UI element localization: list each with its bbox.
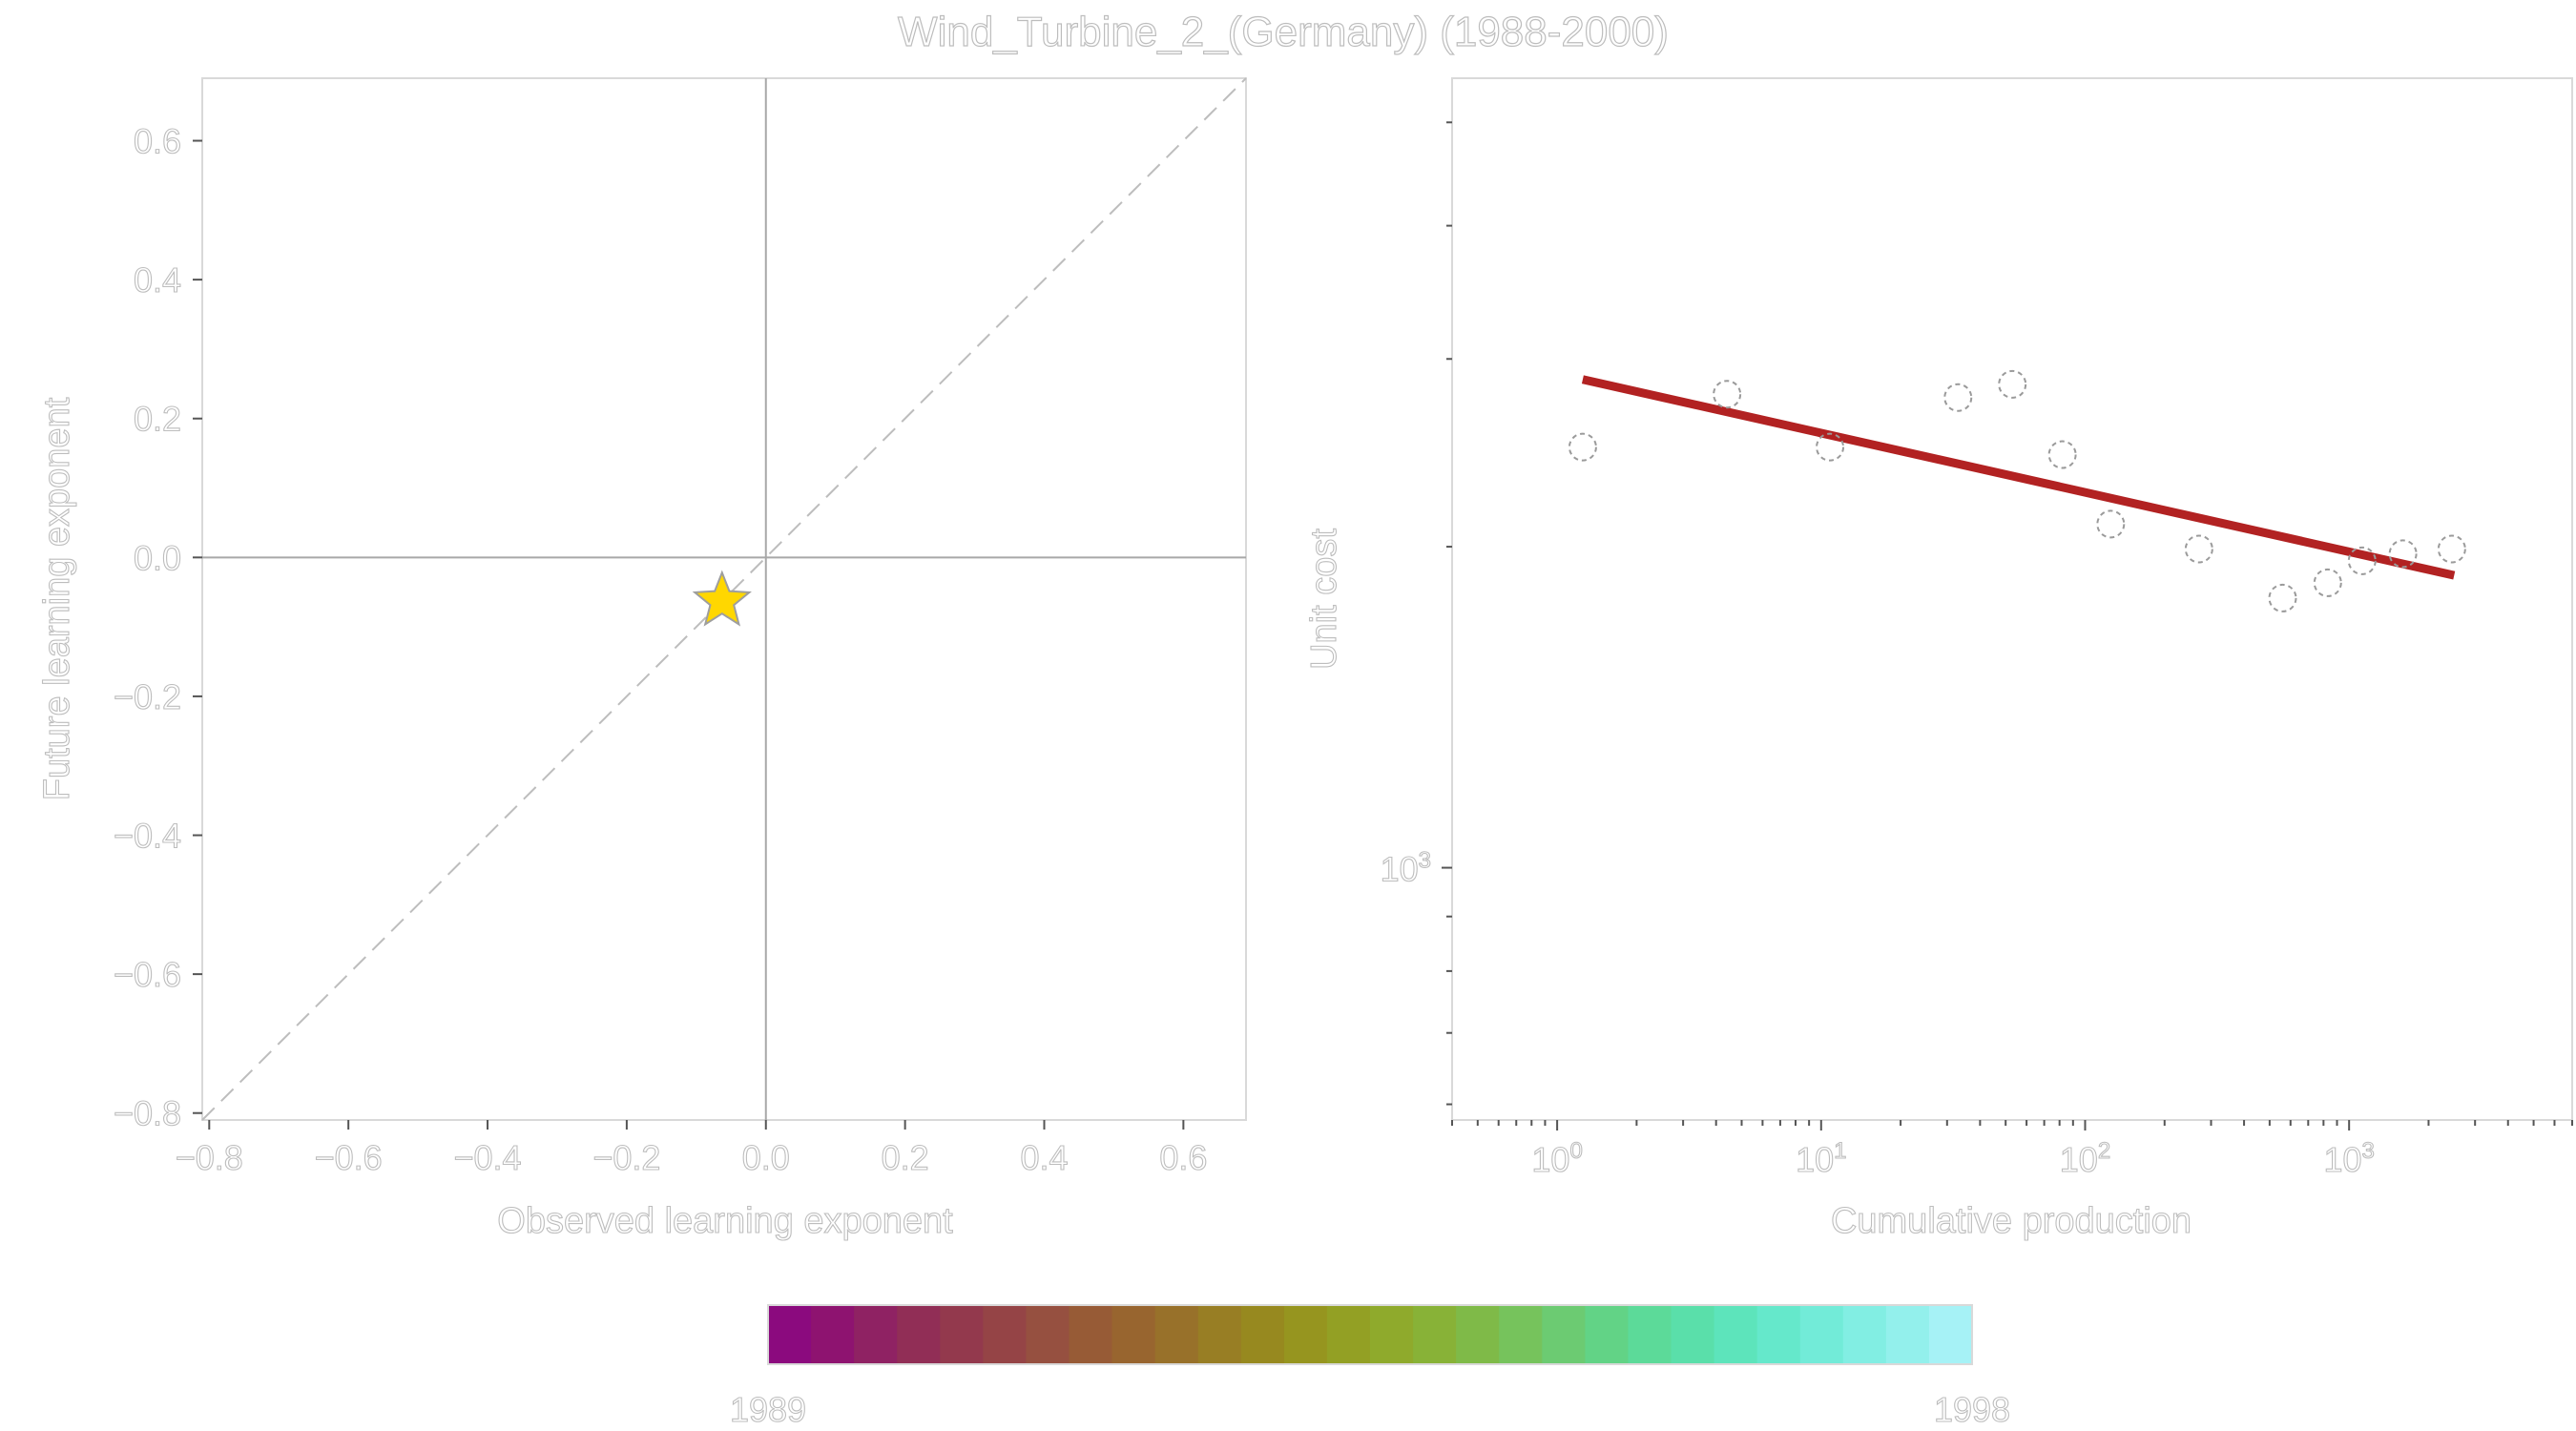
left-x-tick-label: 0.0 — [742, 1138, 790, 1177]
colorbar-swatch — [768, 1305, 812, 1364]
experience-curve-point — [2268, 583, 2297, 612]
right-y-axis-label: Unit cost — [1304, 529, 1344, 670]
colorbar-swatch — [1154, 1305, 1199, 1364]
colorbar-swatch — [1885, 1305, 1930, 1364]
right-x-tick-label: 103 — [2323, 1138, 2374, 1179]
left-y-tick-label: 0.4 — [134, 260, 181, 300]
colorbar-swatch — [1842, 1305, 1887, 1364]
left-x-tick-label: −0.2 — [592, 1138, 660, 1177]
figure-title: Wind_Turbine_2_(Germany) (1988-2000) — [898, 9, 1669, 55]
colorbar-swatch — [1585, 1305, 1630, 1364]
left-x-tick-label: −0.6 — [315, 1138, 383, 1177]
colorbar-swatch — [1326, 1305, 1371, 1364]
colorbar-swatch — [1069, 1305, 1113, 1364]
colorbar-swatch — [854, 1305, 898, 1364]
right-plot-frame — [1451, 77, 2573, 1121]
left-y-tick-label: −0.4 — [114, 817, 181, 856]
colorbar-swatch — [897, 1305, 941, 1364]
colorbar-swatch — [1240, 1305, 1285, 1364]
right-x-tick-label: 102 — [2060, 1138, 2110, 1179]
left-y-tick-label: −0.2 — [114, 677, 181, 716]
colorbar-min-label: 1989 — [730, 1390, 806, 1429]
left-plot-frame — [201, 77, 1247, 1121]
colorbar-swatch — [1628, 1305, 1672, 1364]
experience-curve-point — [2047, 440, 2077, 469]
year-colorbar: 1989 1998 — [729, 1304, 2011, 1430]
experience-curve-point — [1713, 380, 1742, 409]
colorbar-swatch — [1413, 1305, 1457, 1364]
experience-curve-point — [2096, 509, 2126, 539]
experience-curve-point — [1568, 432, 1597, 462]
colorbar-swatch — [1928, 1305, 1973, 1364]
colorbar-swatch — [1542, 1305, 1586, 1364]
left-y-tick-label: 0.2 — [134, 400, 181, 439]
right-plot-content: 100 101 102 103 103 — [1380, 121, 2573, 1180]
colorbar-swatch — [1197, 1305, 1242, 1364]
colorbar-swatch — [1370, 1305, 1414, 1364]
learning-exponent-panel: −0.8 −0.6 −0.4 −0.2 0.0 0.2 0.4 0.6 −0.8 −0.6 −0.4… — [36, 77, 1247, 1242]
left-x-tick-label: −0.8 — [176, 1138, 243, 1177]
experience-curve-panel: 100 101 102 103 103 Cumulative production Un… — [1303, 77, 2573, 1242]
colorbar-swatch — [1499, 1305, 1543, 1364]
colorbar-swatches — [768, 1305, 1973, 1364]
colorbar-max-label: 1998 — [1934, 1390, 2010, 1429]
colorbar-swatch — [1671, 1305, 1715, 1364]
right-x-axis-label: Cumulative production — [1831, 1201, 2192, 1241]
experience-curve-point — [2313, 568, 2342, 597]
learning-exponent-star-marker — [692, 570, 752, 627]
experience-curve-point — [2347, 546, 2377, 575]
left-y-tick-label: 0.0 — [134, 538, 181, 577]
left-y-tick-label: 0.6 — [134, 122, 181, 161]
experience-curve-point — [1943, 383, 1973, 412]
left-y-tick-label: −0.6 — [114, 955, 181, 994]
left-x-tick-label: 0.2 — [882, 1138, 929, 1177]
colorbar-swatch — [1283, 1305, 1328, 1364]
experience-curve-point — [1816, 432, 1845, 462]
right-x-tick-label: 100 — [1531, 1138, 1582, 1179]
colorbar-swatch — [1756, 1305, 1801, 1364]
left-plot-content: −0.8 −0.6 −0.4 −0.2 0.0 0.2 0.4 0.6 −0.8 −0.6 −0.4… — [113, 77, 1247, 1178]
left-x-tick-label: −0.4 — [453, 1138, 521, 1177]
colorbar-swatch — [1026, 1305, 1070, 1364]
colorbar-swatch — [1714, 1305, 1758, 1364]
experience-curve-fit-line — [1581, 375, 2456, 580]
left-x-axis-label: Observed learning exponent — [497, 1201, 953, 1241]
colorbar-swatch — [1456, 1305, 1500, 1364]
colorbar-swatch — [811, 1305, 855, 1364]
left-y-axis-label: Future learning exponent — [37, 397, 77, 800]
colorbar-swatch — [983, 1305, 1028, 1364]
colorbar-swatch — [1799, 1305, 1844, 1364]
left-x-tick-label: 0.4 — [1020, 1138, 1068, 1177]
experience-curve-point — [2388, 539, 2418, 569]
right-y-tick-label: 103 — [1381, 848, 1431, 889]
experience-curve-point — [2184, 534, 2213, 564]
colorbar-swatch — [940, 1305, 984, 1364]
experience-curve-point — [2437, 534, 2466, 564]
left-y-tick-label: −0.8 — [114, 1094, 181, 1133]
colorbar-frame — [767, 1304, 1973, 1365]
experience-curve-point — [1998, 369, 2027, 399]
colorbar-swatch — [1111, 1305, 1156, 1364]
left-x-tick-label: 0.6 — [1159, 1138, 1207, 1177]
right-x-tick-label: 101 — [1796, 1138, 1846, 1179]
